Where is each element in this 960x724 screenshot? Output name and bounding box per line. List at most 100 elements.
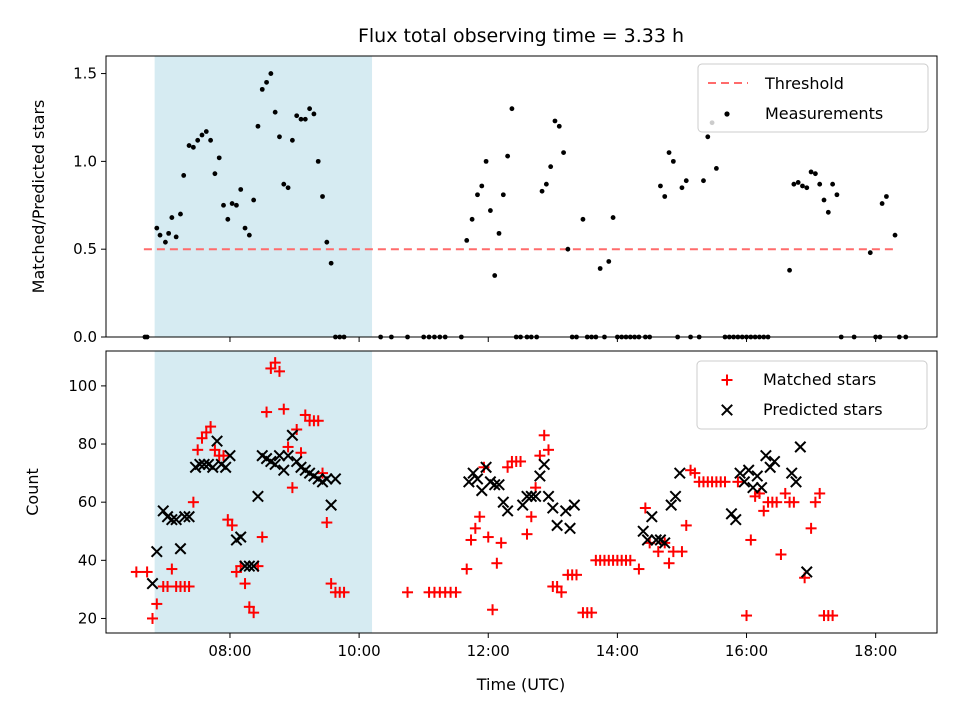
predicted-star-point — [252, 490, 264, 503]
matched-star-point — [551, 580, 563, 592]
predicted-star-point — [183, 510, 195, 523]
matched-star-point — [196, 432, 208, 444]
measurement-point — [701, 178, 706, 184]
predicted-star-point — [759, 449, 772, 462]
matched-star-point — [465, 534, 477, 546]
measurement-point — [212, 171, 218, 177]
cross-stroke-b — [170, 513, 183, 526]
measurement-point — [479, 183, 485, 189]
predicted-stars-series — [146, 429, 813, 590]
predicted-star-point — [325, 499, 338, 511]
predicted-star-point — [669, 490, 682, 503]
matched-star-point — [663, 557, 675, 569]
predicted-star-point — [239, 560, 251, 573]
measurement-point — [294, 113, 300, 119]
matched-star-point — [338, 586, 350, 598]
measurement-point — [556, 123, 562, 129]
bottom-x-tick-label: 14:00 — [596, 642, 639, 660]
matched-star-point — [474, 511, 486, 523]
measurement-point — [186, 143, 192, 148]
legend-matched-swatch — [721, 374, 733, 386]
cross-stroke-b — [239, 560, 251, 573]
predicted-star-point — [768, 455, 781, 468]
cross-stroke-b — [501, 504, 514, 517]
predicted-star-point — [488, 478, 501, 491]
top-legend-box — [697, 63, 929, 133]
predicted-star-point — [493, 478, 505, 491]
measurement-point — [195, 137, 201, 143]
measurement-point — [464, 238, 470, 243]
predicted-star-point — [564, 522, 576, 535]
bottom-y-tick-label: 40 — [78, 551, 97, 569]
measurement-point — [808, 169, 814, 175]
cross-stroke-b — [243, 560, 256, 573]
matched-star-point — [325, 578, 337, 590]
legend-matched-marker — [721, 374, 733, 386]
cross-stroke-b — [542, 490, 555, 503]
predicted-star-point — [729, 513, 742, 526]
matched-star-point — [491, 557, 503, 569]
bottom-y-tick-label: 60 — [78, 493, 97, 511]
measurement-point — [238, 187, 244, 192]
measurement-point — [268, 71, 274, 76]
predicted-star-point — [637, 525, 650, 538]
matched-star-point — [827, 610, 839, 622]
bottom-legend: Matched stars Predicted stars — [696, 360, 928, 430]
cross-stroke-b — [538, 458, 551, 471]
predicted-star-point — [320, 473, 333, 485]
cross-stroke-b — [546, 502, 559, 514]
predicted-star-point — [206, 461, 219, 474]
predicted-star-point — [273, 449, 286, 462]
cross-stroke-b — [521, 490, 533, 503]
matched-star-point — [450, 586, 462, 598]
measurement-point — [679, 185, 685, 191]
predicted-star-point — [529, 490, 542, 503]
matched-star-point — [689, 467, 701, 479]
measurement-point — [683, 178, 689, 184]
cross-stroke-b — [559, 504, 572, 517]
predicted-star-point — [764, 461, 777, 474]
cross-stroke-b — [658, 536, 671, 549]
measurement-point — [234, 202, 239, 208]
measurement-point — [834, 192, 840, 198]
measurement-point — [892, 232, 898, 238]
measurement-point — [289, 137, 295, 143]
matched-star-point — [286, 482, 298, 494]
matched-star-point — [261, 406, 273, 418]
predicted-star-point — [467, 467, 480, 480]
measurement-point — [311, 111, 317, 117]
matched-star-point — [814, 487, 826, 499]
measurement-point — [821, 197, 827, 203]
matched-star-point — [775, 549, 787, 561]
predicted-star-point — [747, 481, 759, 494]
measurement-point — [483, 158, 489, 164]
matched-star-point — [809, 496, 821, 508]
predicted-star-point — [277, 464, 290, 477]
cross-stroke-b — [665, 499, 678, 511]
top-y-axis-label: Matched/Predicted stars — [29, 100, 48, 294]
cross-stroke-b — [764, 461, 777, 474]
measurement-point — [173, 234, 179, 240]
cross-stroke-b — [183, 510, 195, 523]
measurement-point — [658, 183, 663, 189]
predicted-star-point — [533, 470, 546, 482]
measurement-point — [255, 123, 261, 129]
measurement-point — [879, 201, 885, 206]
predicted-star-point — [800, 566, 813, 578]
cross-stroke-b — [273, 449, 286, 462]
predicted-star-point — [269, 458, 282, 471]
measurement-point — [154, 225, 160, 231]
cross-stroke-b — [645, 510, 658, 523]
predicted-star-point — [219, 461, 232, 474]
matched-star-point — [719, 476, 731, 488]
cross-stroke-b — [721, 404, 733, 416]
measurement-point — [804, 185, 810, 191]
measurement-point — [787, 267, 792, 273]
predicted-star-point — [521, 490, 533, 503]
x-axis-label: Time (UTC) — [476, 675, 565, 694]
matched-star-point — [256, 531, 268, 543]
measurement-point — [606, 259, 612, 264]
matched-star-point — [805, 522, 817, 534]
matched-star-point — [624, 554, 636, 566]
